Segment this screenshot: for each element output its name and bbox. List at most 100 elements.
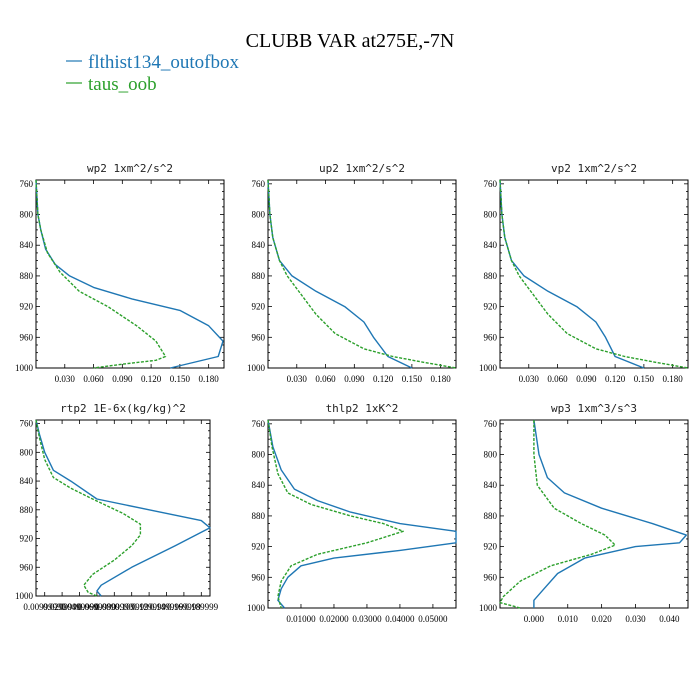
- y-tick-label: 880: [20, 505, 34, 515]
- y-tick-label: 800: [484, 450, 498, 460]
- x-tick-label: 0.03000: [352, 614, 382, 624]
- figure-title: CLUBB VAR at275E,-7N: [246, 30, 455, 52]
- y-tick-label: 960: [20, 562, 34, 572]
- panels: wp2 1xm^2/s^2 760 800 840 880 920 960 1000 0.030…: [15, 162, 689, 624]
- x-tick-label: 0.120: [373, 374, 394, 384]
- plot-frame: [267, 419, 457, 609]
- x-tick-label: 0.090: [112, 374, 133, 384]
- y-tick-label: 760: [20, 179, 34, 189]
- x-tick-label: 0.040: [659, 614, 680, 624]
- y-tick-label: 1000: [15, 591, 34, 601]
- series-line-taus-oob: [499, 420, 616, 609]
- x-tick-label: 0.150: [170, 374, 191, 384]
- y-tick-label: 960: [252, 332, 266, 342]
- x-tick-label: 0.090: [576, 374, 597, 384]
- y-tick-label: 960: [252, 572, 266, 582]
- x-tick-label: 0.0699990: [78, 602, 117, 612]
- series-line-taus-oob: [35, 419, 142, 597]
- x-tick-label: 0.030: [287, 374, 308, 384]
- y-tick-label: 920: [484, 542, 498, 552]
- x-tick-label: 0.060: [315, 374, 336, 384]
- y-tick-label: 840: [252, 240, 266, 250]
- panel-title: vp2 1xm^2/s^2: [551, 162, 637, 175]
- x-tick-label: 0.109999: [115, 602, 149, 612]
- y-tick-label: 760: [252, 179, 266, 189]
- series-line-flthist134-outofbox: [267, 179, 413, 369]
- x-tick-label: 0.000: [524, 614, 545, 624]
- y-tick-label: 960: [20, 332, 34, 342]
- legend-item-flthist134: flthist134_outofbox: [66, 52, 239, 73]
- panel-4: rtp2 1E-6x(kg/kg)^2 760 800 840 880 920 960 100…: [15, 402, 219, 612]
- series-line-flthist134-outofbox: [533, 419, 687, 608]
- x-tick-label: 0.00999990: [23, 602, 66, 612]
- x-tick-label: 0.180: [199, 374, 220, 384]
- series-line-flthist134-outofbox: [267, 419, 457, 609]
- y-tick-label: 1000: [15, 363, 34, 373]
- y-tick-label: 800: [484, 210, 498, 220]
- x-tick-label: 0.150: [634, 374, 655, 384]
- x-tick-label: 0.010: [558, 614, 579, 624]
- x-tick-label: 0.060: [83, 374, 104, 384]
- y-tick-label: 800: [20, 447, 34, 457]
- x-tick-label: 0.01000: [286, 614, 316, 624]
- plot-frame: [267, 179, 457, 369]
- x-tick-label: 0.180: [431, 374, 452, 384]
- y-tick-label: 920: [252, 302, 266, 312]
- legend: flthist134_outofbox taus_oob: [66, 52, 239, 95]
- x-tick-label: 0.02000: [319, 614, 349, 624]
- y-tick-label: 840: [20, 240, 34, 250]
- plot-frame: [35, 179, 225, 369]
- x-tick-label: 0.0899990: [95, 602, 134, 612]
- panel-title: up2 1xm^2/s^2: [319, 162, 405, 175]
- y-tick-label: 1000: [479, 603, 498, 613]
- panel-title: wp3 1xm^3/s^3: [551, 402, 637, 415]
- x-tick-label: 0.090: [344, 374, 365, 384]
- y-tick-label: 1000: [247, 603, 266, 613]
- x-tick-label: 0.020: [591, 614, 612, 624]
- x-tick-label: 0.060: [547, 374, 568, 384]
- x-tick-label: 0.129999: [132, 602, 166, 612]
- x-tick-label: 0.030: [55, 374, 76, 384]
- y-tick-label: 920: [20, 302, 34, 312]
- x-tick-label: 0.0499990: [60, 602, 99, 612]
- panel-title: rtp2 1E-6x(kg/kg)^2: [60, 402, 186, 415]
- series-line-taus-oob: [267, 419, 404, 609]
- y-tick-label: 760: [484, 419, 498, 429]
- panel-6: wp3 1xm^3/s^3 760 800 840 880 920 960 1000 0.000…: [479, 402, 689, 624]
- y-tick-label: 1000: [479, 363, 498, 373]
- panel-title: wp2 1xm^2/s^2: [87, 162, 173, 175]
- legend-label: taus_oob: [88, 74, 157, 95]
- y-tick-label: 760: [252, 419, 266, 429]
- y-tick-label: 880: [20, 271, 34, 281]
- y-tick-label: 920: [252, 542, 266, 552]
- y-tick-label: 880: [252, 271, 266, 281]
- legend-label: flthist134_outofbox: [88, 52, 239, 73]
- x-tick-label: 0.189999: [184, 602, 218, 612]
- y-tick-label: 880: [252, 511, 266, 521]
- panel-3: vp2 1xm^2/s^2 760 800 840 880 920 960 1000 0.030…: [479, 162, 689, 384]
- y-tick-label: 960: [484, 572, 498, 582]
- legend-item-taus-oob: taus_oob: [66, 74, 157, 95]
- plot-frame: [499, 179, 689, 369]
- y-tick-label: 960: [484, 332, 498, 342]
- plot-frame: [499, 419, 689, 609]
- panel-2: up2 1xm^2/s^2 760 800 840 880 920 960 1000 0.030…: [247, 162, 457, 384]
- series-line-flthist134-outofbox: [35, 179, 224, 369]
- y-tick-label: 800: [252, 210, 266, 220]
- y-tick-label: 840: [20, 476, 34, 486]
- x-tick-label: 0.120: [141, 374, 162, 384]
- series-line-taus-oob: [35, 179, 167, 369]
- x-tick-label: 0.149999: [150, 602, 184, 612]
- x-tick-label: 0.0299990: [43, 602, 82, 612]
- x-tick-label: 0.180: [663, 374, 684, 384]
- x-tick-label: 0.120: [605, 374, 626, 384]
- x-tick-label: 0.030: [519, 374, 540, 384]
- x-tick-label: 0.169999: [167, 602, 201, 612]
- y-tick-label: 760: [20, 419, 34, 429]
- panel-title: thlp2 1xK^2: [326, 402, 399, 415]
- panel-5: thlp2 1xK^2 760 800 840 880 920 960 1000 0.01000…: [247, 402, 457, 624]
- y-tick-label: 760: [484, 179, 498, 189]
- plot-frame: [35, 419, 211, 597]
- series-line-flthist134-outofbox: [35, 419, 211, 597]
- y-tick-label: 840: [252, 480, 266, 490]
